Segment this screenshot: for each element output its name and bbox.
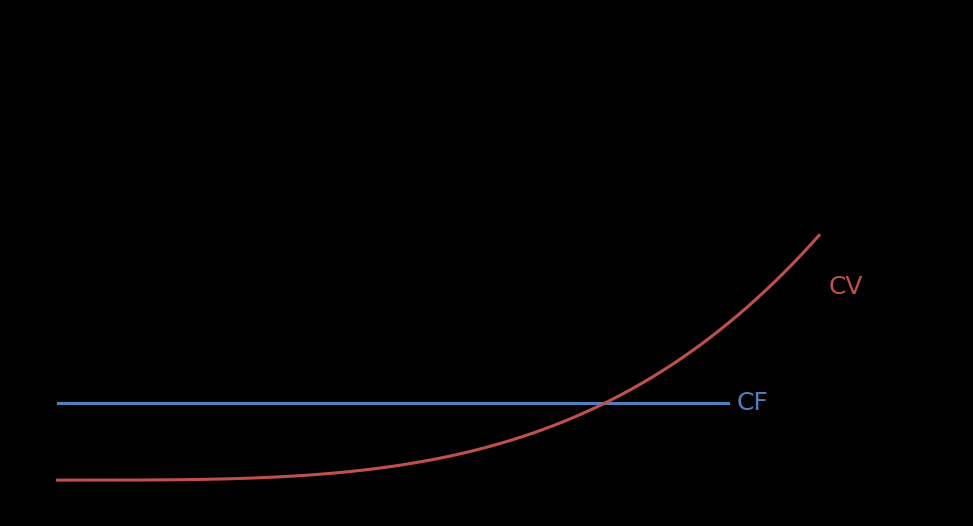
Text: CV: CV [828,275,863,299]
Text: CF: CF [737,391,769,414]
